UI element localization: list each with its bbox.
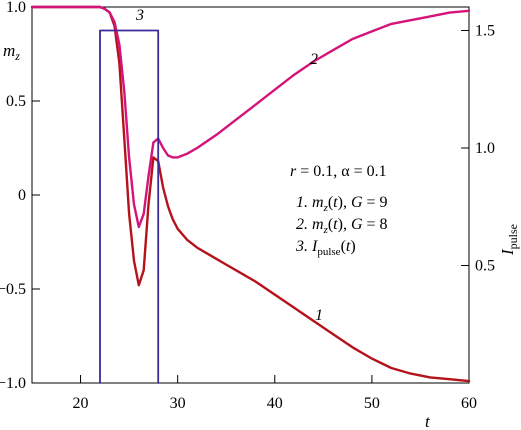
y-left-axis-ticks: −1.0 −0.5 0 0.5 1.0 (0, 0, 40, 392)
series-1-line (30, 5, 471, 383)
y-left-label-sub: z (14, 49, 20, 63)
y-right-axis-ticks: 0.5 1.0 1.5 (461, 23, 495, 275)
x-tick-label: 40 (267, 395, 283, 412)
x-tick-label: 30 (170, 395, 186, 412)
x-axis-label: t (425, 412, 431, 430)
legend-entry-3: 3. Ipulse(t) (295, 238, 356, 258)
svg-text:mz: mz (3, 41, 20, 63)
series-layer (30, 5, 471, 384)
legend-params: r = 0.1, α = 0.1 (290, 163, 387, 180)
svg-text:Ipulse: Ipulse (498, 224, 520, 256)
y-right-label-sub: pulse (506, 224, 520, 249)
y-right-tick-label: 0.5 (475, 258, 495, 275)
y-left-tick-label: 1.0 (6, 0, 26, 16)
x-axis-ticks: 20 30 40 50 60 (73, 375, 477, 412)
x-tick-label: 50 (364, 395, 380, 412)
y-right-tick-label: 1.0 (475, 140, 495, 157)
legend-entry-2: 2. mz(t), G = 8 (296, 216, 388, 236)
series-2-line (30, 5, 471, 229)
curve-label-1: 1 (315, 307, 323, 324)
y-right-tick-label: 1.5 (475, 23, 495, 40)
series-3-line (99, 29, 160, 384)
y-left-tick-label: −1.0 (0, 375, 26, 392)
y-left-tick-label: 0.5 (6, 93, 26, 110)
y-left-tick-label: 0 (18, 187, 26, 204)
y-right-axis-label: Ipulse (498, 224, 520, 256)
x-tick-label: 60 (461, 395, 477, 412)
y-left-axis-label: mz (3, 41, 20, 63)
plot-frame (31, 6, 470, 384)
legend-entry-1: 1. mz(t), G = 9 (296, 194, 388, 214)
y-left-tick-label: −0.5 (0, 281, 26, 298)
y-right-label-main: I (498, 248, 517, 256)
x-tick-label: 20 (73, 395, 89, 412)
curve-label-2: 2 (310, 51, 318, 68)
curve-label-3: 3 (135, 7, 144, 24)
y-left-label-main: m (3, 41, 15, 60)
